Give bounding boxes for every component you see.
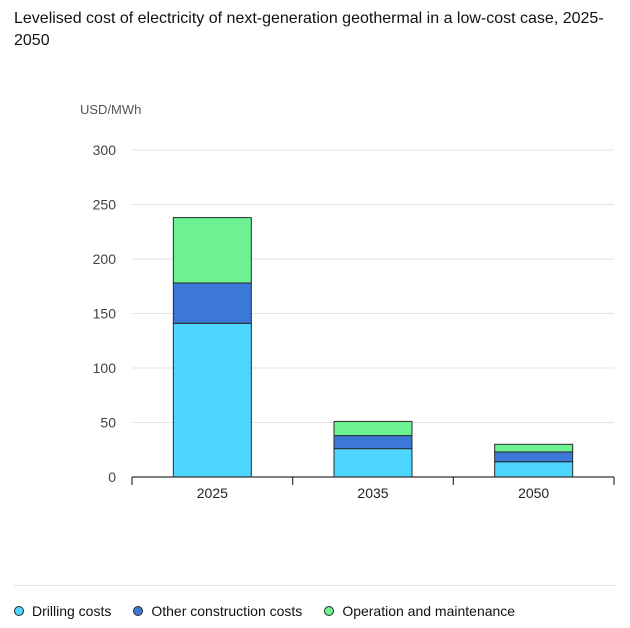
y-tick-label: 150 bbox=[93, 306, 117, 322]
bar-2050-series-1[interactable] bbox=[494, 451, 574, 463]
legend-label-drilling-costs: Drilling costs bbox=[32, 603, 112, 619]
stacked-bar-chart: 0 50 100 150 200 250 300 USD/MWh 2025 2035 2050 bbox=[80, 102, 615, 501]
bar-2050-series-2[interactable] bbox=[494, 443, 574, 453]
x-tick-label: 2035 bbox=[357, 485, 388, 501]
bar-2035-series-0[interactable] bbox=[333, 448, 413, 478]
legend-item-operation-and-maintenance[interactable]: Operation and maintenance bbox=[324, 603, 515, 619]
bar-2050-series-0[interactable] bbox=[494, 461, 574, 478]
x-tick-label: 2025 bbox=[197, 485, 228, 501]
bar-2035-series-1[interactable] bbox=[333, 435, 413, 450]
y-axis-label: USD/MWh bbox=[80, 102, 141, 117]
bar-2025-series-2[interactable] bbox=[172, 217, 252, 284]
legend: Drilling costs Other construction costs … bbox=[14, 603, 537, 619]
legend-swatch-other-construction-costs bbox=[133, 606, 144, 616]
x-axis-ticks: 2025 2035 2050 bbox=[197, 485, 550, 501]
y-tick-label: 300 bbox=[93, 142, 117, 158]
bar-2035-series-2[interactable] bbox=[333, 420, 413, 437]
bars bbox=[172, 217, 574, 478]
legend-swatch-operation-and-maintenance bbox=[324, 606, 335, 616]
legend-item-other-construction-costs[interactable]: Other construction costs bbox=[133, 603, 302, 619]
legend-label-other-construction-costs: Other construction costs bbox=[151, 603, 303, 619]
x-tick-label: 2050 bbox=[518, 485, 549, 501]
y-tick-label: 0 bbox=[108, 469, 116, 485]
legend-item-drilling-costs[interactable]: Drilling costs bbox=[14, 603, 111, 619]
y-tick-label: 100 bbox=[93, 360, 117, 376]
y-tick-label: 200 bbox=[93, 251, 117, 267]
legend-swatch-drilling-costs bbox=[14, 606, 24, 616]
chart-title: Levelised cost of electricity of next-ge… bbox=[14, 10, 604, 49]
y-axis-ticks: 0 50 100 150 200 250 300 bbox=[93, 142, 117, 485]
bar-2025-series-1[interactable] bbox=[172, 282, 252, 324]
legend-divider bbox=[14, 585, 616, 586]
bar-2025-series-0[interactable] bbox=[172, 322, 252, 478]
x-axis bbox=[131, 476, 615, 485]
y-tick-label: 250 bbox=[93, 197, 117, 213]
legend-label-operation-and-maintenance: Operation and maintenance bbox=[342, 603, 516, 619]
y-tick-label: 50 bbox=[100, 415, 116, 431]
